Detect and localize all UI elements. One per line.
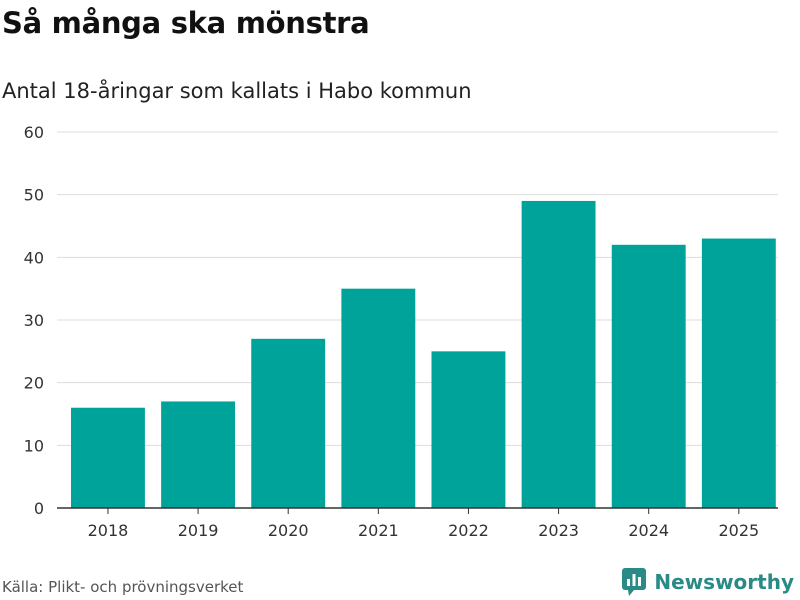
bar	[341, 288, 416, 508]
chart-title: Så många ska mönstra	[2, 6, 370, 40]
bar	[701, 238, 776, 509]
y-tick-label: 50	[24, 186, 44, 205]
x-tick-label: 2024	[628, 521, 669, 540]
x-tick-label: 2021	[358, 521, 399, 540]
y-tick-label: 0	[34, 499, 44, 518]
brand-name: Newsworthy	[654, 570, 794, 594]
bar	[611, 244, 686, 509]
bar	[521, 200, 596, 508]
x-tick-label: 2018	[88, 521, 129, 540]
y-tick-label: 20	[24, 374, 44, 393]
bar	[251, 338, 326, 508]
y-tick-label: 60	[24, 123, 44, 142]
x-tick-label: 2020	[268, 521, 309, 540]
y-tick-label: 40	[24, 248, 44, 267]
x-tick-label: 2019	[178, 521, 219, 540]
x-tick-label: 2023	[538, 521, 579, 540]
brand-logo: Newsworthy	[622, 568, 794, 596]
x-tick-label: 2022	[448, 521, 489, 540]
y-tick-label: 10	[24, 436, 44, 455]
bar	[431, 351, 506, 508]
x-tick-label: 2025	[718, 521, 759, 540]
y-tick-label: 30	[24, 311, 44, 330]
newsworthy-logo-icon	[622, 568, 647, 596]
bar	[161, 401, 236, 508]
bar	[71, 407, 145, 508]
source-note: Källa: Plikt- och prövningsverket	[2, 578, 244, 596]
chart-subtitle: Antal 18-åringar som kallats i Habo komm…	[2, 79, 472, 103]
